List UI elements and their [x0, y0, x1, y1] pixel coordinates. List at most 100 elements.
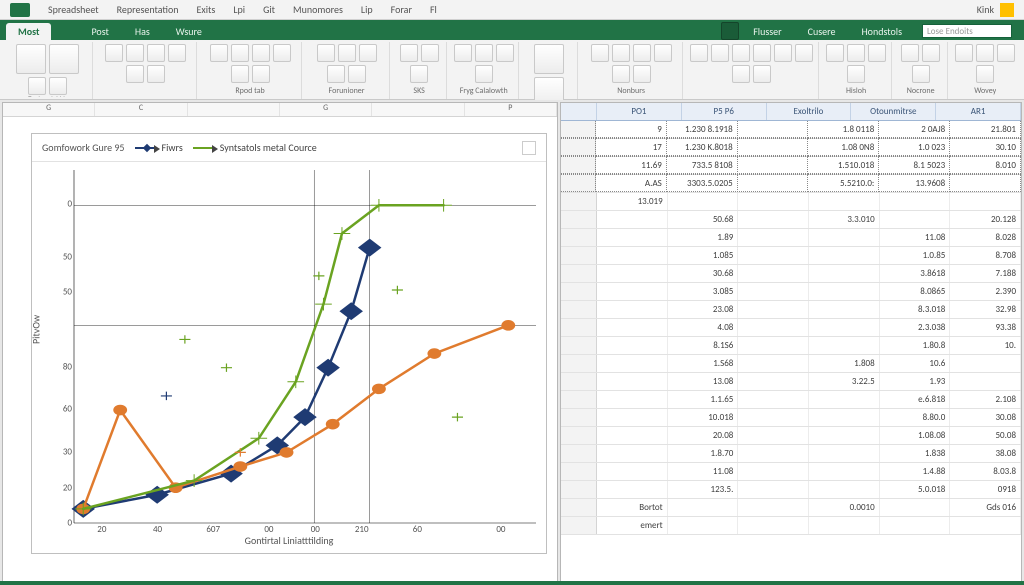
grid-cell[interactable]	[738, 211, 809, 228]
grid-cell[interactable]	[597, 463, 668, 480]
ribbon-button[interactable]	[252, 65, 270, 83]
grid-cell[interactable]	[738, 283, 809, 300]
grid-cell[interactable]: 11.69	[595, 156, 667, 174]
grid-cell[interactable]: 30.10	[949, 138, 1021, 156]
ribbon-button[interactable]	[633, 44, 651, 62]
ribbon-button[interactable]	[612, 65, 630, 83]
grid-cell[interactable]: 1.808	[809, 355, 880, 372]
menu-item[interactable]: Exits	[197, 3, 216, 16]
ribbon-button[interactable]	[49, 44, 79, 74]
row-number[interactable]	[561, 121, 596, 138]
grid-cell[interactable]	[950, 355, 1021, 372]
menu-item[interactable]: Git	[263, 3, 275, 16]
ribbon-button[interactable]	[847, 65, 865, 83]
grid-cell[interactable]	[809, 301, 880, 318]
grid-cell[interactable]: 30.68	[668, 265, 739, 282]
grid-cell[interactable]: emert	[597, 517, 668, 534]
grid-cell[interactable]	[809, 247, 880, 264]
grid-cell[interactable]: 11.08	[668, 463, 739, 480]
grid-cell[interactable]: 1.838	[880, 445, 951, 462]
ribbon-button[interactable]	[475, 44, 493, 62]
ribbon-button[interactable]	[912, 65, 930, 83]
grid-cell[interactable]	[737, 138, 809, 156]
grid-cell[interactable]: 3303.5.0205	[666, 174, 738, 192]
ribbon-button[interactable]	[591, 44, 609, 62]
tab[interactable]: Wsure	[164, 23, 214, 40]
ribbon-button[interactable]	[732, 44, 750, 62]
grid-cell[interactable]: 8.708	[950, 247, 1021, 264]
ribbon-button[interactable]	[922, 44, 940, 62]
grid-cell[interactable]	[597, 211, 668, 228]
grid-cell[interactable]	[738, 301, 809, 318]
grid-cell[interactable]	[738, 337, 809, 354]
grid-cell[interactable]: 8.1S6	[668, 337, 739, 354]
grid-cell[interactable]	[738, 517, 809, 534]
grid-cell[interactable]	[880, 211, 951, 228]
ribbon-button[interactable]	[732, 65, 750, 83]
grid-cell[interactable]: 17	[595, 138, 667, 156]
table-row[interactable]: 11.081.4.888.03.8	[561, 463, 1021, 481]
grid-cell[interactable]	[880, 517, 951, 534]
grid-cell[interactable]: 10.	[950, 337, 1021, 354]
ribbon-button[interactable]	[534, 44, 564, 74]
menu-item[interactable]: Representation	[117, 3, 179, 16]
tab[interactable]: Has	[123, 23, 162, 40]
grid-cell[interactable]: 1.80.8	[880, 337, 951, 354]
grid-cell[interactable]: 21.801	[949, 121, 1021, 138]
grid-cell[interactable]	[597, 481, 668, 498]
grid-cell[interactable]: 1.08 0N8	[807, 138, 879, 156]
chart-container[interactable]: Gomfowork Gure 95 Fiwrs Syntsatols metal…	[31, 133, 547, 554]
grid-cell[interactable]	[597, 229, 668, 246]
grid-cell[interactable]	[597, 337, 668, 354]
column-header[interactable]: G	[3, 103, 95, 116]
grid-cell[interactable]: 50.08	[950, 427, 1021, 444]
ribbon-button[interactable]	[997, 44, 1015, 62]
grid-cell[interactable]	[597, 355, 668, 372]
grid-cell[interactable]	[809, 265, 880, 282]
grid-cell[interactable]: 20.08	[668, 427, 739, 444]
grid-column-header[interactable]: Otounmitrse	[851, 103, 936, 120]
grid-cell[interactable]: 2.390	[950, 283, 1021, 300]
ribbon-button[interactable]	[273, 44, 291, 62]
ribbon-button[interactable]	[976, 44, 994, 62]
grid-cell[interactable]: 0.0010	[809, 499, 880, 516]
ribbon-button[interactable]	[28, 77, 46, 95]
tab[interactable]: Post	[79, 23, 120, 40]
grid-cell[interactable]	[949, 174, 1021, 192]
tab-far[interactable]: Flusser	[741, 23, 793, 40]
grid-cell[interactable]: 2.3.038	[880, 319, 951, 336]
ribbon-button[interactable]	[826, 44, 844, 62]
grid-cell[interactable]	[738, 247, 809, 264]
grid-cell[interactable]	[950, 193, 1021, 210]
grid-cell[interactable]: 3.8618	[880, 265, 951, 282]
table-row[interactable]: 1.1.65e.6.8182.108	[561, 391, 1021, 409]
grid-cell[interactable]	[738, 445, 809, 462]
grid-cell[interactable]	[880, 499, 951, 516]
grid-cell[interactable]	[668, 193, 739, 210]
table-row[interactable]: 13.083.22.51.93	[561, 373, 1021, 391]
grid-cell[interactable]	[597, 247, 668, 264]
grid-cell[interactable]	[809, 409, 880, 426]
table-row[interactable]: 1.8911.088.028	[561, 229, 1021, 247]
grid-column-header[interactable]: AR1	[936, 103, 1021, 120]
column-header[interactable]: G	[280, 103, 372, 116]
app-icon[interactable]	[10, 3, 30, 17]
grid-column-header[interactable]: Exoltrilo	[767, 103, 852, 120]
ribbon-button[interactable]	[654, 44, 672, 62]
table-row[interactable]: 10.0188.80.030.08	[561, 409, 1021, 427]
grid-cell[interactable]	[597, 319, 668, 336]
menu-item[interactable]: Fl	[430, 3, 437, 16]
grid-cell[interactable]: 7.188	[950, 265, 1021, 282]
grid-cell[interactable]	[597, 391, 668, 408]
grid-cell[interactable]	[809, 445, 880, 462]
grid-cell[interactable]: 23.08	[668, 301, 739, 318]
grid-column-header[interactable]: P5 P6	[682, 103, 767, 120]
grid-cell[interactable]	[668, 517, 739, 534]
grid-cell[interactable]	[950, 373, 1021, 390]
grid-cell[interactable]	[809, 391, 880, 408]
grid-column-header[interactable]	[561, 103, 597, 120]
grid-cell[interactable]: 733.5 8108	[666, 156, 738, 174]
ribbon-button[interactable]	[475, 65, 493, 83]
row-number[interactable]	[561, 265, 597, 282]
ribbon-button[interactable]	[454, 44, 472, 62]
